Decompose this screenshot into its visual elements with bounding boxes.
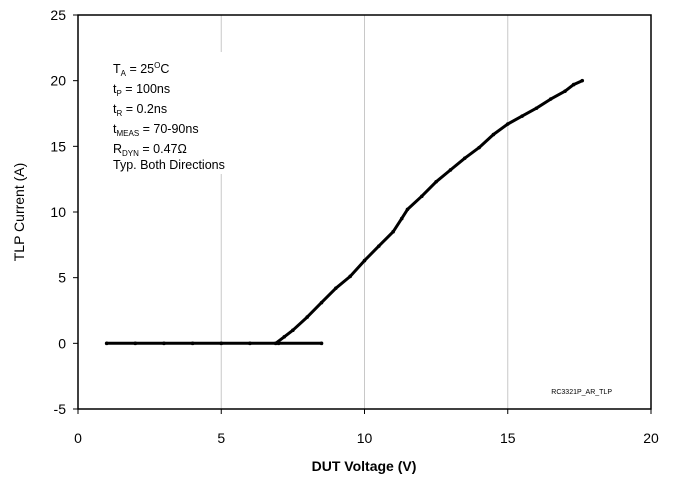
data-point — [104, 341, 109, 346]
data-point — [491, 132, 496, 137]
legend-background — [108, 52, 260, 174]
data-point — [448, 168, 453, 172]
legend-text-span: DYN — [122, 149, 139, 158]
legend-text-span: R — [116, 109, 122, 118]
legend-text-span: = 25 — [126, 62, 154, 76]
legend-text-span: T — [113, 62, 121, 76]
data-point — [520, 114, 524, 118]
y-tick-label: 20 — [50, 73, 66, 89]
y-tick-label: 0 — [58, 335, 66, 351]
series-lines — [104, 78, 585, 346]
y-tick-label: -5 — [54, 401, 67, 417]
data-point — [580, 78, 585, 83]
grid-lines — [220, 15, 509, 409]
data-point — [282, 334, 287, 339]
data-point — [534, 106, 539, 111]
x-tick-label: 5 — [217, 430, 225, 446]
legend-text-span: A — [121, 69, 127, 78]
data-point — [291, 328, 295, 333]
data-point — [248, 341, 252, 346]
legend-text-span: Typ. Both Directions — [113, 158, 225, 172]
legend-text-span: = 100ns — [122, 82, 170, 96]
data-point — [462, 156, 467, 160]
y-tick-label: 5 — [58, 270, 66, 286]
legend-text-span: C — [160, 62, 169, 76]
x-axis-title: DUT Voltage (V) — [312, 458, 417, 474]
data-point — [273, 341, 278, 346]
data-point — [434, 179, 438, 184]
legend-text-span: = 0.2ns — [122, 102, 167, 116]
data-point — [477, 145, 481, 150]
data-point — [133, 341, 138, 346]
legend-text-span: O — [154, 61, 160, 70]
y-tick-label: 15 — [50, 138, 66, 154]
chart-watermark: RC3321P_AR_TLP — [551, 389, 612, 396]
data-point — [505, 122, 510, 126]
data-point — [420, 194, 424, 199]
legend-text-span: t — [113, 122, 117, 136]
legend-text-span: P — [116, 89, 121, 98]
data-point — [319, 341, 324, 346]
data-point — [391, 229, 395, 234]
x-tick-label: 15 — [500, 430, 516, 446]
legend-text-span: MEAS — [116, 129, 139, 138]
legend-text-span: = 0.47Ω — [139, 142, 187, 156]
y-tick-label: 25 — [50, 7, 66, 23]
data-point — [334, 286, 338, 290]
data-point — [219, 341, 224, 346]
x-tick-label: 0 — [74, 430, 82, 446]
x-tick-labels: 0 5 10 15 20 — [74, 409, 659, 446]
legend-line-directions: Typ. Both Directions — [113, 158, 225, 172]
legend-line-tr: tR = 0.2ns — [113, 102, 167, 118]
data-point — [162, 341, 166, 346]
legend-line-ta: TA = 25OC — [113, 61, 169, 78]
x-tick-label: 10 — [357, 430, 373, 446]
legend-text-span: t — [113, 82, 117, 96]
data-point — [548, 97, 553, 101]
legend-text-span: = 70-90ns — [139, 122, 198, 136]
x-tick-label: 20 — [643, 430, 659, 446]
data-point — [563, 89, 567, 93]
data-point — [405, 207, 410, 212]
legend-text-span: t — [113, 102, 117, 116]
data-point — [399, 216, 404, 221]
data-point — [348, 274, 352, 279]
y-tick-labels: -5 0 5 10 15 20 25 — [50, 7, 78, 417]
legend-text-span: R — [113, 142, 122, 156]
parameter-legend-box: TA = 25OC tP = 100ns tR = 0.2ns tMEAS = … — [108, 52, 260, 174]
data-point — [571, 82, 576, 87]
data-point — [305, 315, 310, 319]
data-point — [319, 300, 324, 305]
data-point — [377, 244, 381, 248]
data-point — [362, 258, 367, 263]
y-tick-label: 10 — [50, 204, 66, 220]
y-axis-title: TLP Current (A) — [11, 163, 27, 262]
legend-line-tmeas: tMEAS = 70-90ns — [113, 122, 199, 138]
legend-line-rdyn: RDYN = 0.47Ω — [113, 142, 187, 158]
data-point — [190, 341, 195, 346]
legend-line-tp: tP = 100ns — [113, 82, 170, 98]
